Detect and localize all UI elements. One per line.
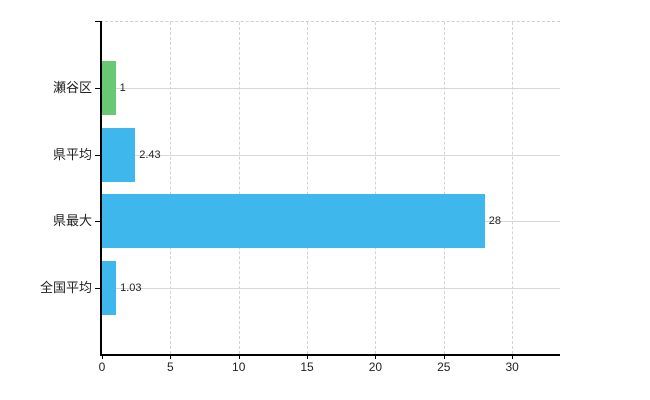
bar [102, 260, 117, 315]
y-axis-tick [95, 21, 102, 22]
vertical-gridline [307, 22, 309, 354]
y-axis-tick [95, 88, 102, 90]
vertical-gridline [443, 22, 445, 354]
x-axis-tick [375, 355, 377, 359]
x-tick-label: 10 [232, 360, 246, 374]
x-tick-label: 0 [98, 360, 106, 374]
x-axis-tick [307, 355, 309, 359]
y-axis-tick [95, 221, 102, 223]
bar-value-label: 28 [488, 215, 502, 228]
bar-value-label: 1 [119, 82, 126, 95]
x-axis-tick [170, 355, 172, 359]
horizontal-gridline [102, 88, 560, 90]
bar [102, 61, 116, 116]
category-label: 瀬谷区 [52, 80, 92, 96]
x-tick-label: 15 [300, 360, 314, 374]
x-axis-tick [512, 355, 514, 359]
vertical-gridline [375, 22, 377, 354]
category-label: 全国平均 [39, 279, 92, 295]
vertical-gridline [170, 22, 172, 354]
x-tick-label: 5 [167, 360, 174, 374]
x-axis-tick [102, 355, 103, 359]
horizontal-gridline [102, 287, 560, 289]
x-axis-tick [238, 355, 240, 359]
x-axis-tick [443, 355, 445, 359]
bar-value-label: 2.43 [139, 148, 161, 161]
y-axis-tick [95, 287, 102, 289]
x-tick-label: 20 [368, 360, 383, 374]
vertical-gridline [238, 22, 240, 354]
plot-area: 1 2.43 28 1.03 [100, 21, 560, 356]
x-tick-label: 25 [437, 360, 451, 374]
vertical-gridline [512, 22, 514, 354]
category-label: 県最大 [52, 213, 92, 229]
category-label: 県平均 [52, 146, 92, 162]
bar [102, 194, 485, 249]
bar [102, 127, 136, 182]
y-axis-tick [95, 154, 102, 156]
bar-value-label: 1.03 [120, 281, 142, 294]
horizontal-gridline [102, 154, 560, 156]
x-tick-label: 30 [505, 360, 519, 374]
